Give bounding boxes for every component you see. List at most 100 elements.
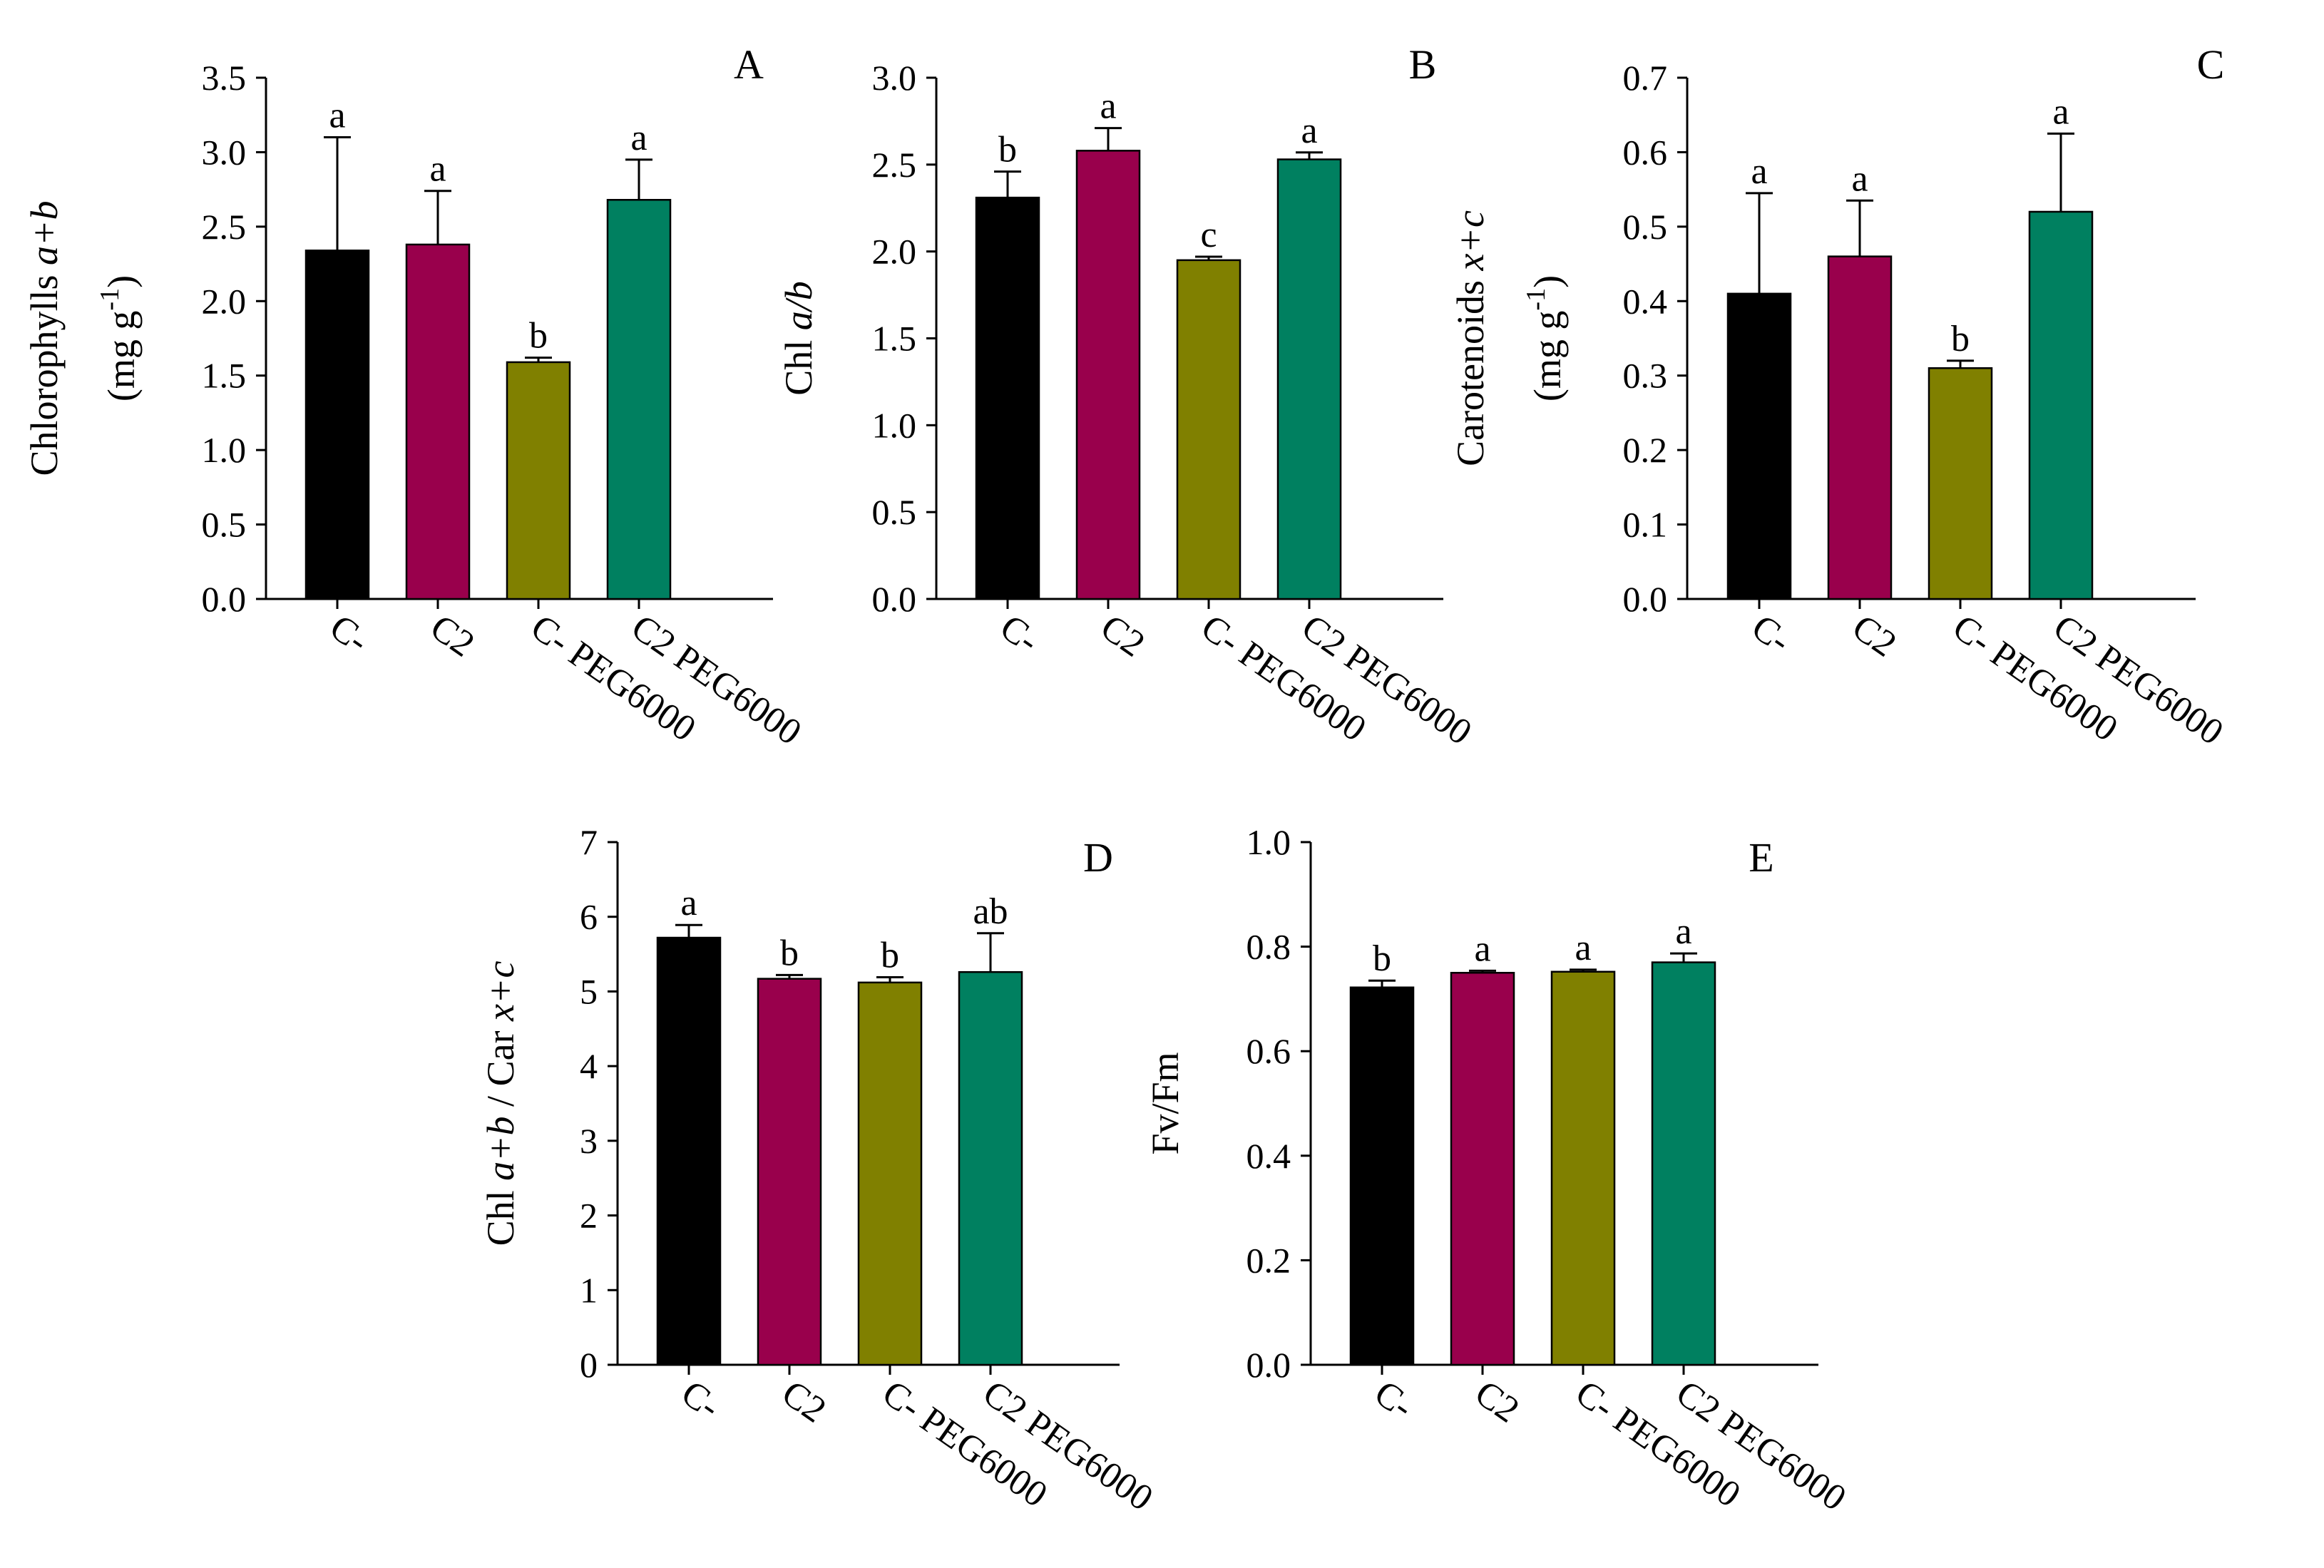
panel-e-bar-c — [1349, 986, 1415, 1366]
panel-e-significance-letter: a — [1474, 928, 1490, 969]
panel-b-bar-c — [975, 196, 1040, 600]
panel-d-category-label: C2 — [774, 1373, 833, 1431]
panel-b-significance-letter: b — [998, 130, 1017, 170]
panel-e-category-label: C- — [1367, 1373, 1420, 1428]
panel-b-bar-c2-peg6000 — [1276, 158, 1342, 600]
panel-e-y-tick-label: 0.0 — [1247, 1345, 1291, 1385]
panel-c-significance-letter: a — [1751, 151, 1767, 192]
panel-a-y-unit-label: (mg g-1) — [95, 275, 143, 401]
panel-e-y-axis-label: Fv/Fm — [1144, 1052, 1187, 1154]
panel-d-bar-c — [656, 936, 722, 1366]
panel-d-y-tick-label: 3 — [580, 1121, 598, 1161]
panel-e-label: E — [1749, 834, 1773, 881]
panel-d-significance-letter: ab — [973, 891, 1008, 932]
panel-a-y-tick-label: 0.0 — [202, 579, 247, 619]
panel-b-y-tick-label: 0.5 — [872, 492, 917, 532]
panel-d-y-tick-label: 6 — [580, 897, 598, 937]
panel-e-category-label: C2 — [1468, 1373, 1526, 1431]
panel-c-y-tick-label: 0.3 — [1623, 356, 1668, 396]
panel-e-significance-letter: b — [1373, 938, 1391, 979]
panel-a-y-tick-label: 3.5 — [202, 58, 247, 98]
panel-d-bar-c2-peg6000 — [958, 970, 1023, 1366]
panel-b-significance-letter: a — [1100, 86, 1116, 127]
panel-c-label: C — [2197, 41, 2225, 88]
panel-c-bar-c2 — [1827, 255, 1893, 600]
panel-c-y-axis-label: Carotenoids x+c — [1449, 210, 1492, 466]
panel-a-y-tick-label: 2.5 — [202, 207, 247, 247]
panel-b-bar-c-peg6000 — [1176, 259, 1242, 600]
panel-a-y-tick-label: 2.0 — [202, 281, 247, 321]
panel-c-y-tick-label: 0.1 — [1623, 505, 1668, 545]
panel-a-significance-letter: a — [429, 149, 446, 190]
panel-b-category-label: C2 — [1093, 607, 1152, 665]
panel-a-bar-c-peg6000 — [506, 361, 571, 600]
panel-a-label: A — [734, 41, 764, 88]
panel-a-significance-letter: a — [630, 118, 647, 158]
panel-d-y-tick-label: 0 — [580, 1345, 598, 1385]
panel-a-y-tick-label: 3.0 — [202, 132, 247, 172]
panel-c-y-tick-label: 0.6 — [1623, 132, 1668, 172]
panel-c-category-label: C2 — [1845, 607, 1903, 665]
panel-b-significance-letter: c — [1200, 215, 1217, 255]
panel-c-y-tick-label: 0.4 — [1623, 281, 1668, 321]
panel-e-y-tick-label: 0.2 — [1247, 1240, 1291, 1280]
panel-e-bar-c-peg6000 — [1550, 970, 1616, 1366]
panel-d-y-tick-label: 4 — [580, 1046, 598, 1086]
panel-b-y-tick-label: 0.0 — [872, 579, 917, 619]
panel-e-y-tick-label: 1.0 — [1247, 822, 1291, 862]
panel-d-significance-letter: b — [881, 936, 899, 976]
panel-b-y-tick-label: 3.0 — [872, 58, 917, 98]
panel-d-label: D — [1083, 834, 1113, 881]
panel-e-bar-c2 — [1450, 972, 1515, 1366]
panel-b-y-tick-label: 1.5 — [872, 319, 917, 359]
panel-b-bar-c2 — [1075, 150, 1141, 600]
panel-a-y-axis-label: Chlorophylls a+b — [23, 201, 66, 476]
panel-a-y-tick-label: 1.0 — [202, 430, 247, 470]
panel-a-significance-letter: a — [329, 96, 345, 136]
panel-a-significance-letter: b — [529, 316, 548, 357]
panel-d-y-tick-label: 2 — [580, 1196, 598, 1236]
panel-a-y-tick-label: 0.5 — [202, 505, 247, 545]
panel-c-bar-c — [1726, 292, 1792, 600]
panel-d-y-tick-label: 7 — [580, 822, 598, 862]
panel-a-category-label: C- — [322, 607, 376, 662]
panel-e-y-tick-label: 0.4 — [1247, 1136, 1291, 1176]
panel-c-bar-c2-peg6000 — [2028, 210, 2094, 600]
panel-d-y-axis-label: Chl a+b / Car x+c — [479, 961, 522, 1246]
panel-d-category-label: C- — [674, 1373, 727, 1428]
panel-d-significance-letter: b — [780, 933, 799, 973]
panel-e-significance-letter: a — [1675, 911, 1691, 952]
panel-b-y-tick-label: 2.5 — [872, 145, 917, 185]
panel-a-bar-c2-peg6000 — [606, 199, 672, 600]
panel-a-bar-c2 — [405, 243, 471, 600]
panel-a-bar-c — [304, 250, 370, 600]
panel-a-category-label: C2 — [423, 607, 481, 665]
panel-b-y-tick-label: 1.0 — [872, 405, 917, 445]
panel-b-label: B — [1409, 41, 1437, 88]
panel-c-significance-letter: a — [1851, 158, 1868, 199]
panel-c-y-tick-label: 0.7 — [1623, 58, 1668, 98]
panel-b-y-tick-label: 2.0 — [872, 232, 917, 272]
panel-c-y-tick-label: 0.2 — [1623, 430, 1668, 470]
panel-c-y-tick-label: 0.5 — [1623, 207, 1668, 247]
panel-c-significance-letter: a — [2052, 91, 2069, 132]
panel-e-y-tick-label: 0.6 — [1247, 1031, 1291, 1071]
panel-c-significance-letter: b — [1951, 319, 1970, 359]
panel-e-significance-letter: a — [1575, 928, 1591, 968]
panel-c-category-label: C- — [1744, 607, 1798, 662]
panel-c-y-tick-label: 0.0 — [1623, 579, 1668, 619]
panel-b-significance-letter: a — [1301, 111, 1317, 151]
panel-d-y-tick-label: 1 — [580, 1270, 598, 1310]
panel-c-y-unit-label: (mg g-1) — [1521, 275, 1569, 401]
panel-d-y-tick-label: 5 — [580, 971, 598, 1011]
panel-e-bar-c2-peg6000 — [1651, 961, 1716, 1366]
panel-b-y-axis-label: Chl a/b — [777, 281, 820, 396]
panel-e-y-tick-label: 0.8 — [1247, 927, 1291, 967]
panel-d-bar-c-peg6000 — [857, 981, 923, 1366]
